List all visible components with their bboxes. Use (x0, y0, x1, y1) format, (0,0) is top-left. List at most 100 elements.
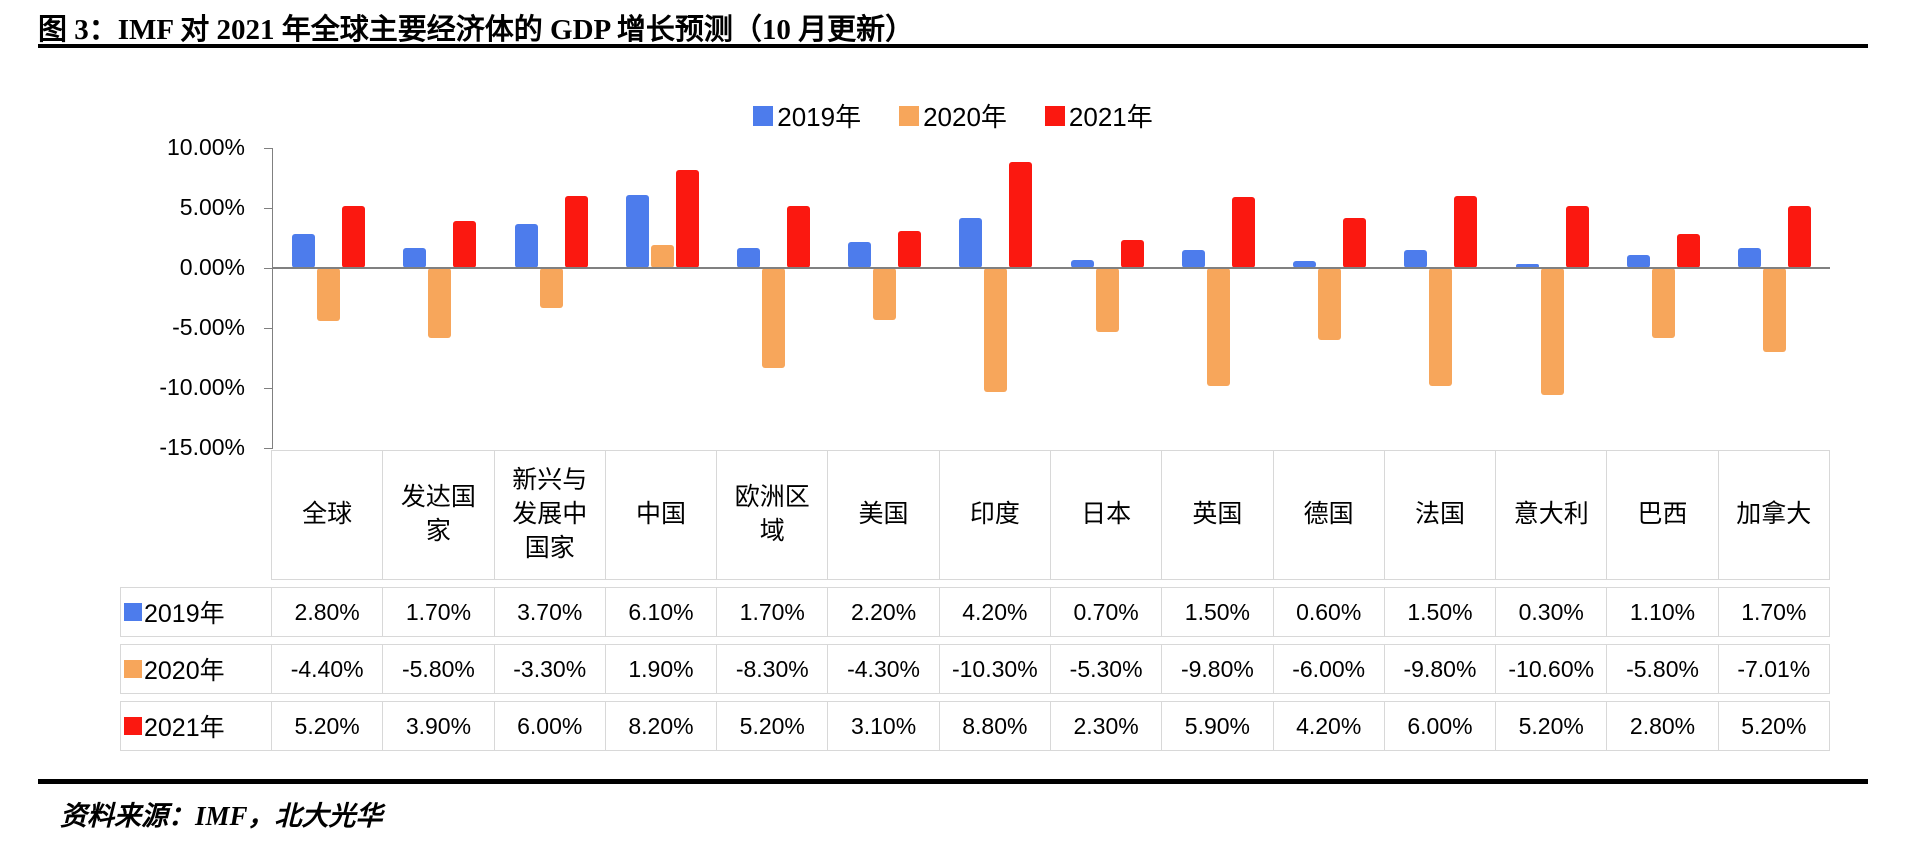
table-value-cell: 5.90% (1161, 701, 1274, 751)
table-header-cell: 美国 (827, 450, 940, 580)
table-value-cell: 2.20% (827, 587, 940, 637)
bar (1293, 260, 1317, 268)
chart-plot (264, 148, 1830, 449)
bar (1120, 240, 1144, 268)
bar-group (273, 148, 384, 448)
bar-group (718, 148, 829, 448)
bar (1070, 259, 1094, 268)
legend-label: 2021年 (1068, 102, 1153, 132)
table-value-cell: 1.70% (382, 587, 495, 637)
table-value-cell: 0.60% (1272, 587, 1385, 637)
table-value-cell: 6.00% (493, 701, 606, 751)
series-swatch-icon (124, 660, 142, 678)
bar (453, 221, 477, 268)
bar (1181, 250, 1205, 268)
table-value-cell: -9.80% (1161, 644, 1274, 694)
bar-group (1163, 148, 1274, 448)
table-row-label: 2020年 (144, 657, 225, 685)
bar (1515, 264, 1539, 268)
bar (317, 268, 341, 321)
bar (984, 268, 1008, 392)
table-row-label-cell: 2021年 (120, 701, 272, 751)
table-value-cell: -10.60% (1495, 644, 1608, 694)
bar (625, 194, 649, 268)
y-axis: 10.00% 5.00% 0.00% -5.00% -10.00% -15.00% (95, 134, 245, 460)
title-divider-rule (38, 44, 1868, 48)
bar (1737, 247, 1761, 268)
bar (1787, 205, 1811, 268)
legend-label: 2019年 (777, 102, 862, 132)
table-header-cell: 中国 (604, 450, 718, 580)
table-value-cell: -4.30% (827, 644, 940, 694)
legend-item: 2020年 (899, 97, 1007, 134)
legend-swatch-icon (753, 105, 774, 126)
table-value-cell: 4.20% (938, 587, 1051, 637)
table-row-label: 2021年 (144, 714, 225, 742)
table-row: 2020年 -4.40% -5.80% -3.30% 1.90% -8.30% -4.30%… (120, 644, 1830, 694)
bar (786, 205, 810, 268)
y-axis-tick-mark (264, 328, 273, 329)
table-value-cell: 8.80% (938, 701, 1051, 751)
table-value-cell: -5.80% (382, 644, 495, 694)
series-swatch-icon (124, 717, 142, 735)
table-value-cell: 3.90% (382, 701, 495, 751)
source-note: 资料来源：IMF，北大光华 (60, 801, 383, 831)
table-header-cell: 加拿大 (1717, 450, 1830, 580)
y-axis-tick-label: -15.00% (159, 434, 245, 460)
bar (959, 217, 983, 268)
legend-swatch-icon (1044, 105, 1065, 126)
table-value-cell: 1.50% (1383, 587, 1497, 637)
table-header-cell: 新兴与发展中国家 (493, 450, 606, 580)
y-axis-tick-label: 5.00% (179, 194, 245, 220)
bar (1318, 268, 1342, 340)
series-swatch-icon (124, 603, 142, 621)
bar (873, 268, 897, 320)
table-value-cell: 4.20% (1272, 701, 1385, 751)
bar (539, 268, 563, 308)
footer-divider-rule (38, 779, 1868, 784)
bar-group (495, 148, 606, 448)
bar (1565, 205, 1589, 268)
bar (1454, 196, 1478, 268)
table-value-cell: 8.20% (604, 701, 718, 751)
bar (292, 234, 316, 268)
bar (650, 245, 674, 268)
table-row: 2019年 2.80% 1.70% 3.70% 6.10% 1.70% 2.20% 4.20%… (120, 587, 1830, 637)
table-header-cell: 意大利 (1495, 450, 1608, 580)
bar (1429, 268, 1453, 386)
bar (1095, 268, 1119, 332)
bar-group (384, 148, 495, 448)
y-axis-tick-mark (264, 388, 273, 389)
bar-group (1274, 148, 1385, 448)
table-value-cell: 1.90% (604, 644, 718, 694)
bar-group (1608, 148, 1719, 448)
table-value-cell: -10.30% (938, 644, 1051, 694)
bar (1762, 268, 1786, 353)
bar (1231, 197, 1255, 268)
bar-group (607, 148, 718, 448)
chart-legend: 2019年 2020年 2021年 (0, 97, 1906, 134)
bar-group (1719, 148, 1830, 448)
table-value-cell: 6.10% (604, 587, 718, 637)
table-value-cell: 5.20% (1495, 701, 1608, 751)
table-value-cell: -5.80% (1606, 644, 1719, 694)
figure-title: 图 3：IMF 对 2021 年全球主要经济体的 GDP 增长预测（10 月更新… (38, 14, 915, 46)
y-axis-tick-label: -5.00% (172, 314, 245, 340)
y-axis-tick-mark (264, 448, 273, 449)
legend-item: 2021年 (1044, 97, 1153, 134)
bar-group (1496, 148, 1607, 448)
table-value-cell: -7.01% (1717, 644, 1830, 694)
bar (1676, 234, 1700, 268)
data-table: 全球 发达国家 新兴与发展中国家 中国 欧洲区域 美国 印度 日本 英国 德国 法国 意大利 巴西 加拿大… (120, 450, 1830, 751)
table-header-cell: 全球 (271, 450, 384, 580)
table-header-row: 全球 发达国家 新兴与发展中国家 中国 欧洲区域 美国 印度 日本 英国 德国 法国 意大利 巴西 加拿大 (120, 450, 1830, 580)
table-value-cell: -8.30% (716, 644, 829, 694)
bar (403, 247, 427, 268)
bar (1009, 162, 1033, 268)
table-value-cell: -4.40% (271, 644, 384, 694)
table-header-cell: 发达国家 (382, 450, 495, 580)
table-value-cell: 3.10% (827, 701, 940, 751)
table-value-cell: 0.70% (1049, 587, 1163, 637)
bar (428, 268, 452, 338)
